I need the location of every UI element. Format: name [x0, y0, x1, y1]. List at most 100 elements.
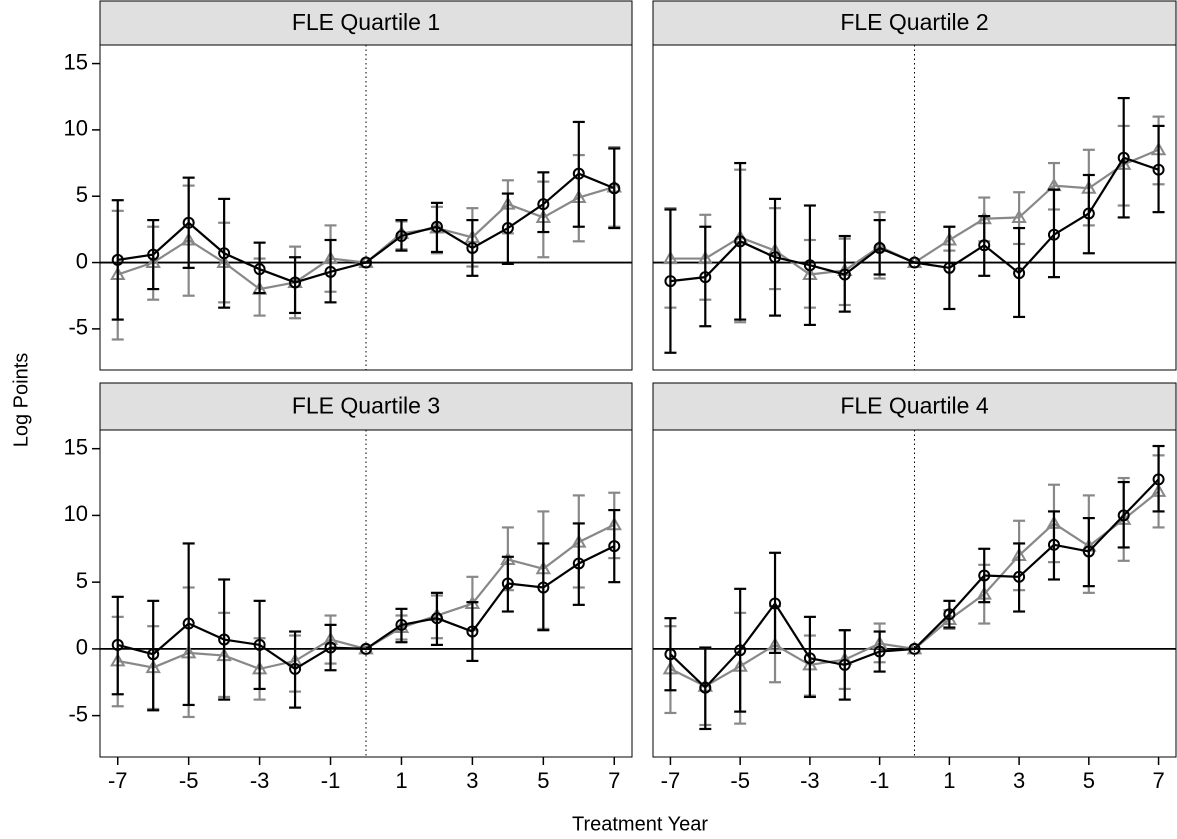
marker — [664, 275, 677, 288]
marker — [395, 618, 408, 631]
x-tick-label: -1 — [321, 768, 341, 793]
marker — [699, 681, 712, 694]
marker — [873, 241, 886, 254]
marker — [182, 216, 195, 229]
marker — [360, 256, 372, 269]
marker — [253, 263, 266, 276]
marker — [289, 662, 302, 675]
x-tick-label: 1 — [943, 768, 955, 793]
marker — [873, 645, 886, 658]
marker — [360, 642, 372, 655]
marker — [908, 642, 921, 655]
marker — [978, 239, 991, 252]
marker — [1047, 538, 1060, 551]
x-tick-label: 1 — [395, 768, 407, 793]
marker — [111, 253, 124, 266]
marker — [218, 247, 231, 260]
marker — [1082, 207, 1095, 220]
panel-strip — [652, 382, 1177, 431]
marker — [803, 259, 816, 272]
series-line — [117, 172, 615, 284]
x-tick-label: -5 — [730, 768, 750, 793]
panel-strip — [99, 382, 633, 431]
marker — [838, 658, 851, 671]
x-tick-label: -3 — [250, 768, 270, 793]
marker — [218, 633, 231, 646]
marker — [838, 268, 851, 281]
marker — [324, 265, 337, 278]
marker — [734, 644, 747, 657]
series-line — [669, 478, 1160, 690]
x-tick-label: 7 — [608, 768, 620, 793]
x-tick-label: -7 — [108, 768, 128, 793]
x-tick-label: 3 — [1013, 768, 1025, 793]
marker — [664, 648, 677, 661]
marker — [182, 617, 195, 630]
marker — [253, 638, 266, 651]
y-axis-label: Log Points — [10, 353, 32, 448]
marker — [769, 597, 782, 610]
marker — [289, 276, 302, 289]
x-tick-label: 5 — [537, 768, 549, 793]
marker — [572, 167, 585, 180]
series-line — [670, 156, 1159, 283]
marker — [608, 540, 621, 553]
marker — [395, 230, 408, 243]
marker — [1152, 163, 1165, 176]
panel-strip — [99, 0, 633, 46]
marker — [1152, 473, 1165, 486]
x-tick-label: 5 — [1083, 768, 1095, 793]
marker — [537, 198, 550, 211]
marker — [466, 625, 479, 638]
panel-title: FLE Quartile 1 — [292, 9, 440, 35]
x-axis-label: Treatment Year — [572, 813, 708, 835]
marker — [1011, 209, 1027, 223]
marker — [430, 220, 443, 233]
marker — [769, 251, 782, 264]
y-tick-label: -5 — [68, 701, 88, 726]
marker — [147, 648, 160, 661]
y-tick-label: 15 — [64, 49, 88, 74]
x-tick-label: 3 — [466, 768, 478, 793]
marker — [501, 222, 514, 235]
marker — [1013, 267, 1026, 280]
y-tick-label: 10 — [64, 116, 88, 141]
marker — [943, 608, 956, 621]
marker — [803, 652, 816, 665]
marker — [466, 241, 479, 254]
y-tick-label: 15 — [64, 434, 88, 459]
marker — [501, 577, 514, 590]
marker — [111, 638, 124, 651]
marker — [537, 581, 550, 594]
marker — [699, 271, 712, 284]
y-tick-label: 5 — [76, 568, 88, 593]
x-tick-label: -1 — [870, 768, 890, 793]
marker — [943, 261, 956, 274]
marker — [734, 235, 747, 248]
y-tick-label: -5 — [68, 315, 88, 340]
panel-title: FLE Quartile 3 — [292, 393, 440, 419]
series-line — [117, 545, 615, 671]
y-tick-label: 0 — [76, 635, 88, 660]
marker — [430, 612, 443, 625]
panel-title: FLE Quartile 2 — [840, 9, 988, 35]
y-tick-label: 0 — [76, 248, 88, 273]
marker — [1117, 151, 1130, 164]
x-tick-label: -5 — [179, 768, 199, 793]
marker — [147, 248, 160, 261]
marker — [324, 641, 337, 654]
marker — [1013, 570, 1026, 583]
y-tick-label: 5 — [76, 182, 88, 207]
x-tick-label: -7 — [661, 768, 681, 793]
y-tick-label: 10 — [64, 501, 88, 526]
marker — [978, 569, 991, 582]
marker — [1117, 509, 1130, 522]
panel-title: FLE Quartile 4 — [840, 393, 988, 419]
marker — [908, 256, 921, 269]
panel-strip — [652, 0, 1177, 46]
marker — [1082, 545, 1095, 558]
x-tick-label: 7 — [1152, 768, 1164, 793]
marker — [1047, 228, 1060, 241]
marker — [572, 557, 585, 570]
